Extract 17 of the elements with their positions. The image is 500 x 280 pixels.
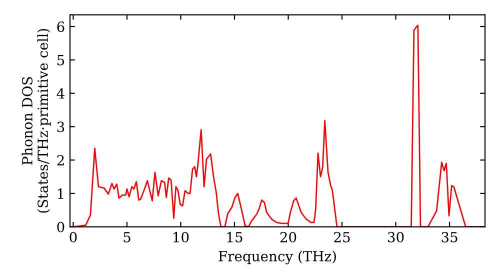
y-tick-label: 0 <box>57 222 64 232</box>
y-tick-label: 3 <box>57 122 64 132</box>
x-tick-label: 30 <box>388 232 404 242</box>
y-tick-label: 4 <box>56 88 64 99</box>
y-tick-label: 1 <box>58 188 64 199</box>
x-tick-label: 5 <box>124 232 130 242</box>
y-tick-label: 5 <box>57 55 64 66</box>
x-tick-label: 10 <box>174 232 189 242</box>
y-tick-label: 2 <box>57 155 64 166</box>
y-tick-label: 6 <box>57 21 64 32</box>
x-tick-label: 15 <box>227 232 242 242</box>
x-tick-label: 20 <box>280 232 296 242</box>
x-tick-label: 0 <box>70 232 77 242</box>
x-tick-label: 35 <box>442 232 458 242</box>
x-axis-title: Frequency (THz) <box>218 250 336 264</box>
y-axis-title: Phonon DOS (States/THz·primitive cell) <box>22 28 51 213</box>
x-tick-label: 25 <box>334 232 350 242</box>
